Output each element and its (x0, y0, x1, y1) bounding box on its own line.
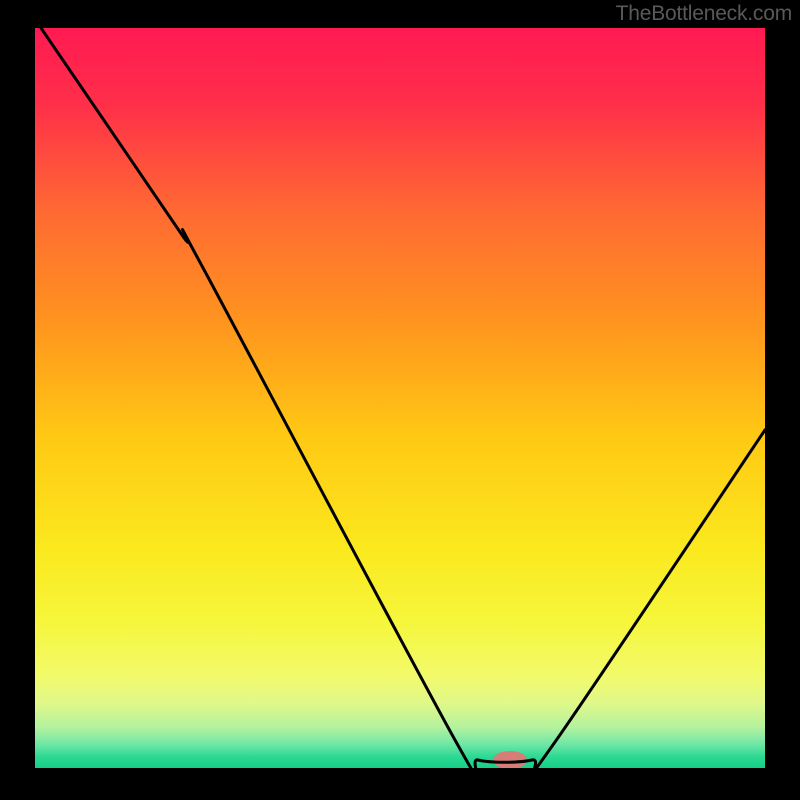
watermark-text: TheBottleneck.com (616, 2, 792, 26)
gradient-background (35, 28, 765, 768)
chart-svg (0, 0, 800, 800)
minimum-marker (493, 751, 527, 769)
